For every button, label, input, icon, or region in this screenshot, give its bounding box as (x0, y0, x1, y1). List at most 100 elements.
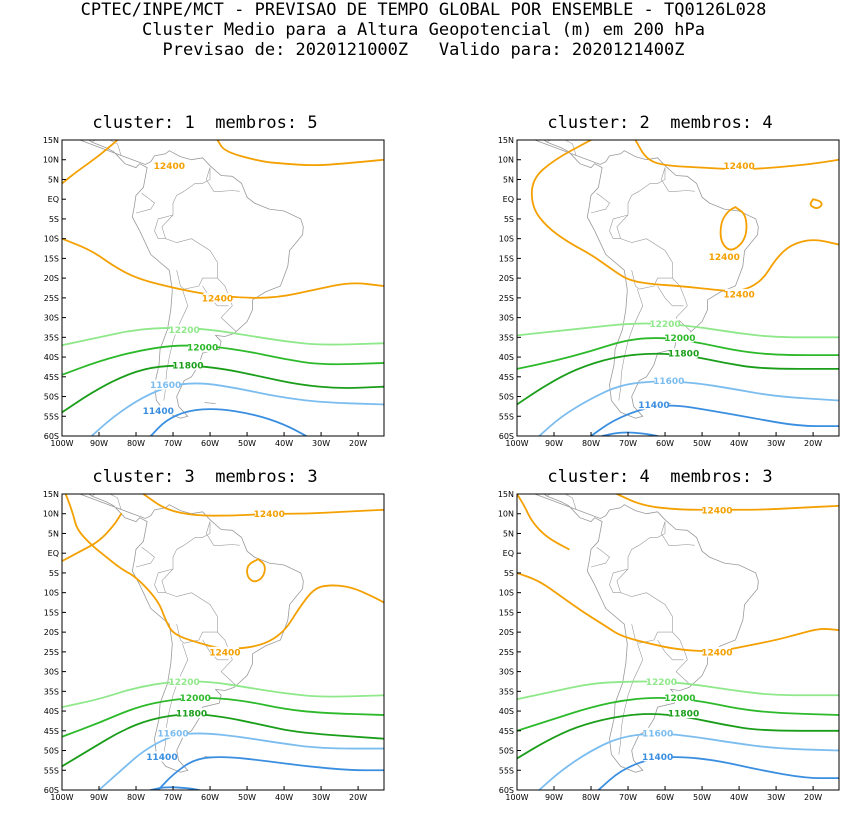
country-border (590, 547, 610, 568)
lat-label: 60S (499, 786, 514, 795)
lon-label: 100W (505, 439, 528, 448)
lon-label: 50W (693, 793, 711, 802)
plot-frame (61, 493, 385, 791)
lon-label: 50W (693, 439, 711, 448)
contour-12400 (517, 494, 570, 551)
map-layer: 12400 12400 12200 12000 11800 11600 11400 (62, 140, 384, 436)
lat-label: 10S (44, 589, 59, 598)
country-border (183, 521, 211, 546)
lat-label: 20S (44, 628, 59, 637)
contour-12400 (246, 558, 266, 583)
lon-label: 20W (349, 793, 367, 802)
country-border (631, 592, 673, 644)
contour-label-11600: 11600 (150, 381, 181, 391)
lat-label: 25S (44, 294, 59, 303)
contour-label-bg (170, 676, 199, 687)
lon-label: 80W (582, 439, 600, 448)
contour-11800 (62, 364, 384, 414)
contour-11800 (62, 713, 384, 768)
country-border (205, 521, 240, 546)
lon-label: 40W (730, 793, 748, 802)
contour-label-bg (725, 288, 754, 299)
contour-label-bg (177, 708, 206, 719)
country-border (660, 521, 695, 546)
lat-label: 30S (44, 668, 59, 677)
contour-label-bg (725, 160, 754, 171)
panel-title: cluster: 2 membros: 4 (547, 113, 773, 133)
lon-label: 30W (767, 439, 785, 448)
lon-label: 20W (349, 439, 367, 448)
lat-label: 30S (44, 314, 59, 323)
lat-label: 60S (44, 432, 59, 441)
contour-12400 (62, 140, 119, 185)
lat-label: 35S (44, 333, 59, 342)
contour-11800 (517, 713, 839, 760)
panel-title: cluster: 3 membros: 3 (92, 467, 318, 487)
lon-label: 30W (312, 439, 330, 448)
contour-12400 (809, 198, 823, 209)
lat-label: 10S (44, 235, 59, 244)
contour-label-11400: 11400 (143, 407, 174, 417)
contour-label-bg (639, 399, 668, 410)
contour-label-bg (210, 646, 239, 657)
contour-label-11800: 11800 (668, 710, 699, 720)
lat-label: 15N (43, 490, 59, 499)
contour-12400 (616, 494, 839, 511)
lat-label: 55S (44, 766, 59, 775)
contour-11600 (538, 732, 839, 790)
contour-12400 (64, 494, 384, 650)
map-panel-cluster-4: cluster: 4 membros: 3 12400 12400 12200 120… (475, 467, 847, 827)
lat-label: 10N (43, 156, 59, 165)
lon-label: 70W (164, 439, 182, 448)
country-border (609, 568, 629, 593)
lat-label: 55S (499, 412, 514, 421)
lat-label: 30S (499, 668, 514, 677)
lat-label: 45S (499, 727, 514, 736)
country-border (217, 277, 237, 332)
country-border (657, 285, 684, 307)
map-panel-cluster-2: cluster: 2 membros: 4 12400 12400 12400 122… (475, 113, 847, 473)
country-border (205, 167, 240, 192)
lon-label: 50W (238, 793, 256, 802)
contour-12400 (62, 512, 123, 562)
contour-label-bg (255, 508, 284, 519)
map-layer: 12400 12400 12200 12000 11800 11600 11400 (517, 494, 839, 790)
lon-label: 60W (201, 793, 219, 802)
contour-label-12400: 12400 (154, 162, 185, 172)
contour-11600 (90, 382, 384, 436)
contour-label-12200: 12200 (168, 678, 199, 688)
contour-label-12400: 12400 (723, 290, 754, 300)
contour-label-bg (144, 405, 173, 416)
contour-map: 12400 12400 12200 12000 11800 11600 11400 15N 10… (498, 490, 840, 802)
lon-label: 20W (804, 439, 822, 448)
lon-label: 90W (545, 439, 563, 448)
contour-label-12000: 12000 (187, 344, 218, 354)
country-border (135, 547, 155, 568)
country-border (618, 643, 644, 755)
contour-map: 12400 12400 12200 12000 11800 11600 11400 15N 10… (43, 490, 385, 802)
lat-label: 20S (499, 628, 514, 637)
country-border (660, 167, 695, 192)
lat-label: 10S (499, 235, 514, 244)
continent-outline (78, 494, 304, 773)
lat-label: 40S (44, 353, 59, 362)
panel-title: cluster: 4 membros: 3 (547, 467, 773, 487)
contour-label-12400: 12400 (701, 648, 732, 658)
contour-map: 12400 12400 12200 12000 11800 11600 11400 15N 10… (43, 136, 385, 448)
contour-label-bg (643, 727, 672, 738)
lat-label: 25S (499, 294, 514, 303)
lat-label: 5S (49, 215, 59, 224)
lat-label: 20S (499, 274, 514, 283)
contour-11600 (538, 380, 839, 436)
contour-12200 (517, 322, 839, 339)
contour-12400 (719, 206, 748, 251)
lon-label: 70W (619, 793, 637, 802)
contour-label-12200: 12200 (168, 326, 199, 336)
contour-label-bg (170, 324, 199, 335)
lat-label: 45S (499, 373, 514, 382)
contour-label-12400: 12400 (254, 510, 285, 520)
lon-label: 40W (275, 793, 293, 802)
contour-12000 (517, 697, 839, 732)
contour-label-11800: 11800 (172, 361, 203, 371)
contour-label-bg (702, 504, 731, 515)
